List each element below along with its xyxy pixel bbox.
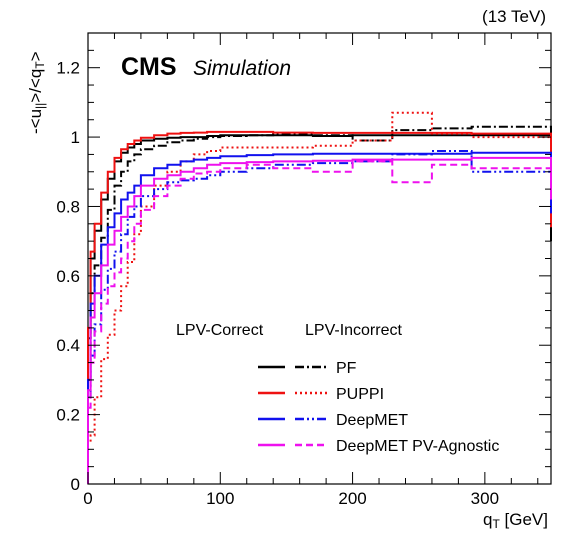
- x-tick-label: 300: [471, 489, 499, 508]
- y-axis-sub-parallel: ||: [33, 103, 47, 109]
- y-tick-label: 1: [71, 128, 80, 147]
- x-tick-label: 100: [206, 489, 234, 508]
- series-deepmet-dashdotdot: [87, 150, 552, 484]
- series-puppi-solid: [87, 130, 552, 484]
- series-puppi-dotted: [87, 111, 552, 484]
- series-deepmet-pv-agnostic-dashed: [87, 160, 552, 484]
- cms-label: CMS: [121, 53, 177, 81]
- legend-header-lpv-correct: LPV-Correct: [176, 322, 264, 339]
- series-pf-dashdot: [87, 125, 552, 484]
- x-axis-sub-t: T: [492, 517, 500, 531]
- series-pf-solid: [87, 134, 552, 484]
- y-axis-label: -<u||>/<qT>: [26, 51, 47, 134]
- legend-label-pf: PF: [336, 360, 357, 377]
- y-tick-label: 0.6: [56, 267, 80, 286]
- y-tick-label: 1.2: [56, 59, 80, 78]
- legend: LPV-Correct LPV-Incorrect PF PUPPI DeepMET De…: [176, 322, 499, 455]
- ticks-layer: 0 100 200 300 0 0.2 0.4 0.6 0.8 1 1.2: [56, 32, 551, 508]
- x-axis-label: qT [GeV]: [483, 510, 548, 531]
- y-tick-label: 0.2: [56, 406, 80, 425]
- legend-label-deepmet: DeepMET: [336, 412, 408, 429]
- legend-header-lpv-incorrect: LPV-Incorrect: [305, 322, 402, 339]
- series-deepmet-solid: [87, 151, 552, 484]
- plot-frame: [87, 32, 552, 485]
- y-tick-label: 0.4: [56, 336, 80, 355]
- energy-label: (13 TeV): [482, 7, 546, 26]
- y-axis-sub-t: T: [33, 61, 47, 69]
- series-layer: [87, 111, 552, 484]
- simulation-label: Simulation: [193, 57, 291, 80]
- series-deepmet-pv-agnostic-solid: [87, 156, 552, 484]
- x-tick-label: 200: [338, 489, 366, 508]
- y-tick-label: 0: [71, 475, 80, 494]
- y-tick-label: 0.8: [56, 197, 80, 216]
- x-tick-label: 0: [83, 489, 92, 508]
- legend-label-puppi: PUPPI: [336, 386, 384, 403]
- legend-label-deepmet-pv-agnostic: DeepMET PV-Agnostic: [336, 438, 499, 455]
